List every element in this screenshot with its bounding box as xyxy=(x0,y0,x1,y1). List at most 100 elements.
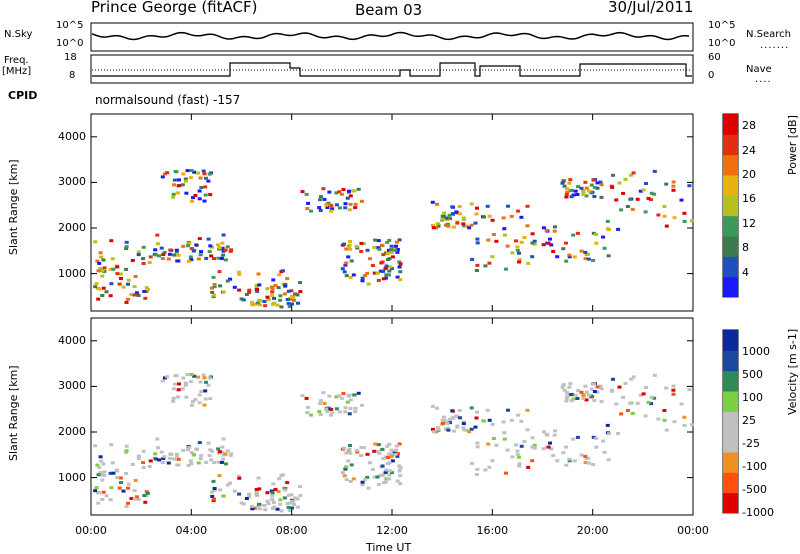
power-echo-cell xyxy=(461,218,466,222)
power-echo-cell xyxy=(317,206,322,210)
power-echo-cell xyxy=(126,282,130,286)
velocity-echo-cell xyxy=(363,478,368,481)
power-echo-cell xyxy=(181,244,186,248)
velocity-echo-cell xyxy=(191,453,196,457)
power-echo-cell xyxy=(560,181,565,185)
power-echo-cell xyxy=(186,244,190,248)
power-echo-cell xyxy=(571,193,576,197)
power-echo-cell xyxy=(97,261,102,265)
power-echo-cell xyxy=(662,214,667,218)
power-echo-cell xyxy=(450,212,455,216)
power-echo-cell xyxy=(376,246,381,250)
power-echo-cell xyxy=(319,195,323,199)
power-echo-cell xyxy=(394,244,398,248)
velocity-echo-cell xyxy=(337,410,342,414)
velocity-echo-cell xyxy=(189,451,194,455)
velocity-echo-cell xyxy=(287,509,292,512)
power-echo-cell xyxy=(360,279,365,283)
velocity-echo-cell xyxy=(398,482,403,486)
velocity-echo-cell xyxy=(285,481,290,485)
power-echo-cell xyxy=(98,267,103,271)
x-tick-label: 04:00 xyxy=(175,524,208,537)
power-echo-cell xyxy=(191,249,196,253)
velocity-echo-cell xyxy=(619,412,624,416)
power-echo-cell xyxy=(130,259,135,262)
velocity-echo-cell xyxy=(687,388,692,392)
power-echo-cell xyxy=(447,213,452,217)
velocity-echo-cell xyxy=(355,450,360,454)
power-echo-cell xyxy=(548,237,552,241)
velocity-echo-cell xyxy=(197,401,202,405)
power-echo-cell xyxy=(365,248,370,252)
power-echo-cell xyxy=(380,260,385,264)
freq-left-tick-bottom: 8 xyxy=(69,70,76,81)
power-echo-cell xyxy=(210,290,215,294)
velocity-echo-cell xyxy=(154,457,159,461)
power-echo-cell xyxy=(221,249,226,253)
velocity-echo-cell xyxy=(265,499,270,503)
velocity-colorbar-tick: 100 xyxy=(742,391,763,405)
velocity-echo-cell xyxy=(108,471,113,475)
velocity-echo-cell xyxy=(442,415,446,419)
power-echo-cell xyxy=(581,189,586,193)
power-echo-cell xyxy=(564,241,568,245)
velocity-echo-cell xyxy=(208,397,213,401)
power-colorbar-segment xyxy=(723,154,738,176)
velocity-echo-cell xyxy=(130,463,135,466)
power-echo-cell xyxy=(366,282,371,286)
velocity-echo-cell xyxy=(394,448,398,452)
velocity-echo-cell xyxy=(343,406,348,410)
velocity-echo-cell xyxy=(519,444,524,448)
power-colorbar-tick: 12 xyxy=(742,216,756,230)
velocity-echo-cell xyxy=(395,454,400,458)
velocity-echo-cell xyxy=(199,454,204,458)
velocity-echo-cell xyxy=(378,473,383,477)
velocity-echo-cell xyxy=(671,384,676,388)
power-echo-cell xyxy=(247,288,252,292)
power-echo-cell xyxy=(94,282,99,286)
velocity-echo-cell xyxy=(325,410,330,413)
power-echo-cell xyxy=(455,221,460,225)
power-echo-cell xyxy=(329,203,334,207)
velocity-echo-cell xyxy=(203,397,208,401)
velocity-echo-cell xyxy=(174,454,179,458)
power-echo-cell xyxy=(203,185,208,189)
velocity-echo-cell xyxy=(109,486,114,490)
power-echo-cell xyxy=(334,191,339,195)
power-echo-cell xyxy=(348,240,352,243)
power-echo-cell xyxy=(589,183,594,187)
velocity-panel-frame xyxy=(90,317,694,516)
velocity-echo-cell xyxy=(372,449,377,453)
velocity-echo-cell xyxy=(221,494,226,498)
velocity-echo-cell xyxy=(381,457,386,461)
velocity-echo-cell xyxy=(270,494,275,498)
power-echo-cell xyxy=(467,226,472,230)
velocity-echo-cell xyxy=(229,452,234,456)
power-echo-cell xyxy=(583,250,588,254)
velocity-echo-cell xyxy=(601,439,606,443)
power-panel-frame xyxy=(90,113,694,312)
power-echo-cell xyxy=(359,241,364,245)
velocity-echo-cell xyxy=(628,401,633,405)
velocity-echo-cell xyxy=(564,445,568,449)
power-echo-cell xyxy=(436,223,441,227)
velocity-echo-cell xyxy=(514,443,518,447)
velocity-echo-cell xyxy=(256,476,261,480)
power-echo-cell xyxy=(567,255,572,259)
power-echo-cell xyxy=(517,258,522,262)
power-echo-cell xyxy=(250,303,255,307)
velocity-echo-cell xyxy=(641,392,646,396)
velocity-echo-cell xyxy=(555,459,560,463)
velocity-echo-cell xyxy=(384,477,389,481)
velocity-echo-cell xyxy=(339,396,344,400)
power-echo-cell xyxy=(171,195,176,199)
power-echo-cell xyxy=(171,192,176,196)
power-colorbar-tick: 16 xyxy=(742,192,756,206)
velocity-echo-cell xyxy=(473,425,478,429)
power-echo-cell xyxy=(526,261,531,265)
velocity-echo-cell xyxy=(210,494,215,498)
velocity-echo-cell xyxy=(124,444,129,448)
power-echo-cell xyxy=(365,271,370,275)
velocity-echo-cell xyxy=(237,476,242,480)
velocity-echo-cell xyxy=(565,391,569,395)
